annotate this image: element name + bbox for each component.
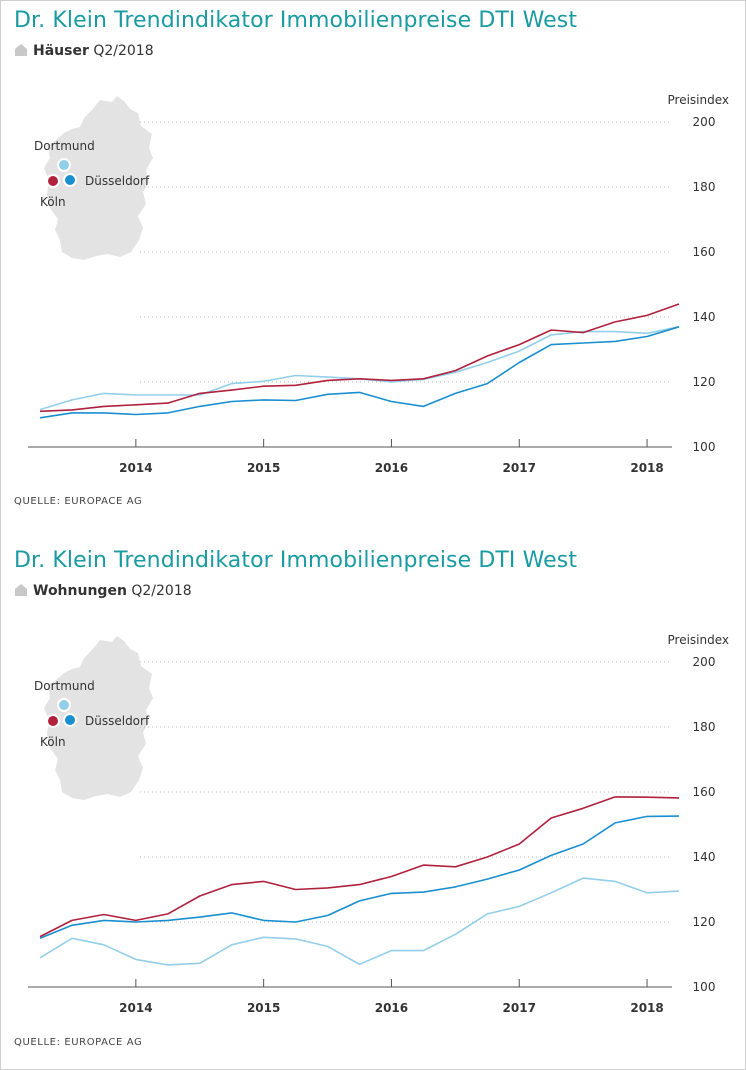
period-label: Q2/2018 <box>93 43 154 59</box>
series-line-dsseldorf <box>39 326 680 419</box>
chart-subtitle: Wohnungen Q2/2018 <box>14 583 192 599</box>
series-line-dsseldorf <box>39 815 680 940</box>
line-chart: 100 120 140 160 180 200 Preisindex 2014 2015 2016… <box>28 93 730 475</box>
x-tick-label: 2018 <box>630 1001 663 1015</box>
series-line-dortmund <box>39 326 680 411</box>
chart-title: Dr. Klein Trendindikator Immobilienpreis… <box>14 8 578 33</box>
house-icon <box>15 44 27 56</box>
category-label: Häuser <box>33 43 89 59</box>
y-axis-label: Preisindex <box>668 93 730 107</box>
chart-panel-wohnungen: Dr. Klein Trendindikator Immobilienpreis… <box>0 540 746 1060</box>
x-tick-label: 2015 <box>247 461 280 475</box>
x-tick-label: 2015 <box>247 1001 280 1015</box>
chart-subtitle: Häuser Q2/2018 <box>14 43 154 59</box>
x-tick-label: 2016 <box>375 461 408 475</box>
germany-map-shape <box>44 636 153 800</box>
x-tick-label: 2014 <box>119 461 152 475</box>
x-tick-label: 2016 <box>375 1001 408 1015</box>
y-tick-label: 120 <box>693 915 716 929</box>
map-label-dortmund: Dortmund <box>34 679 95 693</box>
source-label: QUELLE: EUROPACE AG <box>14 496 143 507</box>
source-label: QUELLE: EUROPACE AG <box>14 1037 143 1048</box>
y-axis-label: Preisindex <box>668 633 730 647</box>
map-label-dortmund: Dortmund <box>34 139 95 153</box>
germany-map-shape <box>44 96 153 260</box>
y-tick-label: 180 <box>693 180 716 194</box>
y-tick-label: 120 <box>693 375 716 389</box>
x-tick-label: 2014 <box>119 1001 152 1015</box>
koeln-marker <box>48 716 58 726</box>
y-tick-label: 100 <box>693 440 716 454</box>
x-tick-label: 2017 <box>503 1001 536 1015</box>
duesseldorf-marker <box>65 175 75 185</box>
y-tick-label: 100 <box>693 980 716 994</box>
y-tick-label: 200 <box>693 655 716 669</box>
map-label-koeln: Köln <box>40 195 66 209</box>
category-label: Wohnungen <box>33 583 127 599</box>
dortmund-marker <box>59 700 69 710</box>
line-chart: 100 120 140 160 180 200 Preisindex 2014 2015 2016… <box>28 633 730 1015</box>
x-tick-label: 2017 <box>503 461 536 475</box>
series-line-kln <box>39 303 680 413</box>
map-label-duesseldorf: Düsseldorf <box>85 714 150 728</box>
x-tick-label: 2018 <box>630 461 663 475</box>
house-icon <box>15 584 27 596</box>
koeln-marker <box>48 176 58 186</box>
chart-title: Dr. Klein Trendindikator Immobilienpreis… <box>14 548 578 573</box>
map-label-duesseldorf: Düsseldorf <box>85 174 150 188</box>
dortmund-marker <box>59 160 69 170</box>
y-tick-label: 160 <box>693 785 716 799</box>
series-line-kln <box>39 796 680 938</box>
y-tick-label: 140 <box>693 310 716 324</box>
map-label-koeln: Köln <box>40 735 66 749</box>
y-tick-label: 160 <box>693 245 716 259</box>
y-tick-label: 200 <box>693 115 716 129</box>
period-label: Q2/2018 <box>131 583 192 599</box>
y-tick-label: 180 <box>693 720 716 734</box>
y-tick-label: 140 <box>693 850 716 864</box>
chart-panel-haeuser: Dr. Klein Trendindikator Immobilienpreis… <box>0 0 746 520</box>
series-line-dortmund <box>39 877 680 966</box>
duesseldorf-marker <box>65 715 75 725</box>
